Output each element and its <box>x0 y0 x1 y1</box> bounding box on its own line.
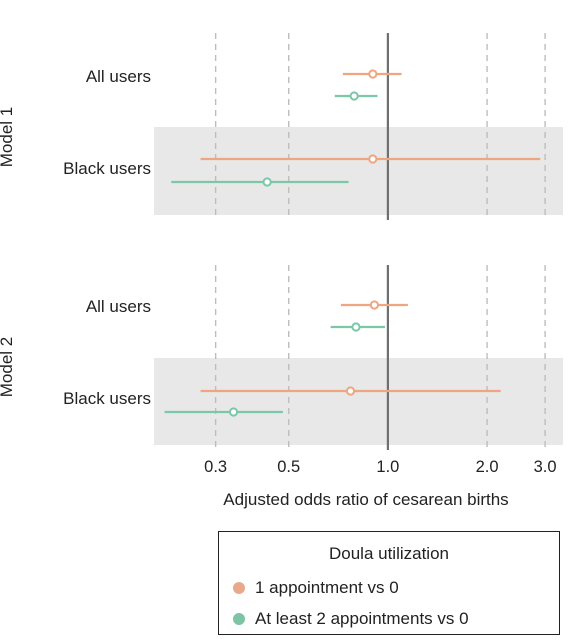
row-label: All users <box>86 297 151 316</box>
x-tick-label: 0.3 <box>204 458 227 476</box>
point-estimate <box>349 91 359 101</box>
point-estimate <box>368 154 378 164</box>
row-label: Black users <box>63 159 151 178</box>
legend-swatch-2 <box>233 613 245 625</box>
x-tick-label: 3.0 <box>534 458 557 476</box>
model-label: Model 1 <box>0 107 16 167</box>
x-tick-label: 2.0 <box>476 458 499 476</box>
legend: Doula utilization 1 appointment vs 0 At … <box>218 531 560 635</box>
shaded-band <box>154 358 563 445</box>
shaded-band <box>154 127 563 215</box>
legend-item-1: 1 appointment vs 0 <box>233 577 399 599</box>
x-tick-label: 0.5 <box>277 458 300 476</box>
point-estimate <box>351 322 361 332</box>
point-estimate <box>262 177 272 187</box>
legend-swatch-1 <box>233 582 245 594</box>
point-estimate <box>228 407 239 417</box>
x-axis-label: Adjusted odds ratio of cesarean births <box>223 490 508 509</box>
legend-item-2: At least 2 appointments vs 0 <box>233 608 469 630</box>
row-label: All users <box>86 67 151 86</box>
legend-label-2: At least 2 appointments vs 0 <box>255 609 469 628</box>
model-label: Model 2 <box>0 337 16 397</box>
legend-label-1: 1 appointment vs 0 <box>255 578 399 597</box>
point-estimate <box>368 69 378 79</box>
row-label: Black users <box>63 389 151 408</box>
legend-title: Doula utilization <box>328 544 449 563</box>
x-tick-label: 1.0 <box>376 458 399 476</box>
point-estimate <box>345 386 356 396</box>
point-estimate <box>369 300 380 310</box>
